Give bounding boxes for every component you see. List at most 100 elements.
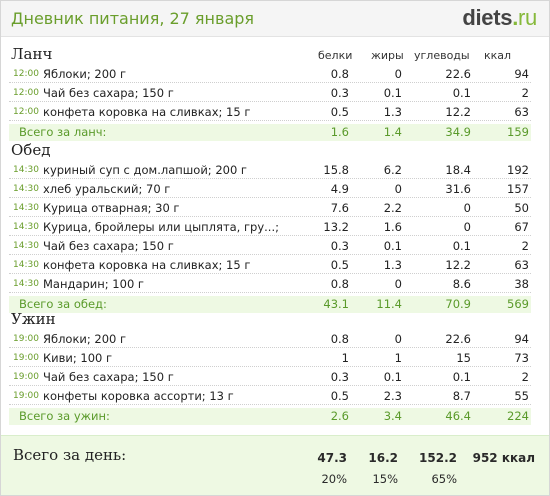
meal-total-carbs: 34.9 bbox=[445, 125, 471, 139]
food-carbs: 0.1 bbox=[452, 239, 471, 253]
food-name[interactable]: конфета коровка на сливках; 15 г bbox=[43, 105, 251, 119]
entry-time: 19:00 bbox=[13, 353, 39, 363]
food-row[interactable]: 12:00 Чай без сахара; 150 г 0.3 0.1 0.1 2 bbox=[9, 85, 531, 102]
meal-total-fat: 11.4 bbox=[376, 297, 402, 311]
food-protein: 0.3 bbox=[330, 86, 349, 100]
food-row[interactable]: 12:00 конфета коровка на сливках; 15 г 0.5… bbox=[9, 104, 531, 121]
food-kcal: 94 bbox=[514, 332, 529, 346]
day-total-panel: Всего за день: 47.3 16.2 152.2 952 ккал … bbox=[1, 435, 549, 495]
meal-total-label: Всего за ужин: bbox=[19, 409, 110, 423]
entry-time: 19:00 bbox=[13, 334, 39, 344]
food-name[interactable]: Чай без сахара; 150 г bbox=[43, 370, 174, 384]
food-carbs: 31.6 bbox=[445, 182, 471, 196]
day-protein-percent: 20% bbox=[321, 472, 347, 486]
day-total-kcal: 952 ккал bbox=[472, 451, 535, 465]
food-carbs: 8.6 bbox=[452, 277, 471, 291]
food-fat: 1.6 bbox=[383, 220, 402, 234]
meal-total-label: Всего за ланч: bbox=[19, 125, 107, 139]
meal-total-kcal: 569 bbox=[507, 297, 529, 311]
entry-time: 12:00 bbox=[13, 69, 39, 79]
logo-tld: ru bbox=[518, 5, 537, 30]
column-header-protein: белки bbox=[318, 49, 353, 62]
food-carbs: 0.1 bbox=[452, 86, 471, 100]
column-header-fat: жиры bbox=[371, 49, 404, 62]
diets-logo[interactable]: diets.ru bbox=[462, 5, 537, 31]
day-fat-percent: 15% bbox=[372, 472, 398, 486]
food-protein: 0.3 bbox=[330, 239, 349, 253]
food-kcal: 63 bbox=[514, 105, 529, 119]
meal-total-row: Всего за обед: 43.1 11.4 70.9 569 bbox=[9, 296, 531, 313]
food-row[interactable]: 12:00 Яблоки; 200 г 0.8 0 22.6 94 bbox=[9, 66, 531, 83]
food-kcal: 2 bbox=[521, 370, 529, 384]
food-row[interactable]: 14:30 Курица отварная; 30 г 7.6 2.2 0 50 bbox=[9, 200, 531, 217]
food-fat: 6.2 bbox=[383, 163, 402, 177]
food-name[interactable]: Мандарин; 100 г bbox=[43, 277, 144, 291]
food-row[interactable]: 14:30 Мандарин; 100 г 0.8 0 8.6 38 bbox=[9, 276, 531, 293]
food-name[interactable]: Чай без сахара; 150 г bbox=[43, 239, 174, 253]
food-fat: 2.3 bbox=[383, 389, 402, 403]
meal-total-fat: 1.4 bbox=[383, 125, 402, 139]
food-row[interactable]: 14:30 конфета коровка на сливках; 15 г 0.5… bbox=[9, 257, 531, 274]
food-row[interactable]: 14:30 Чай без сахара; 150 г 0.3 0.1 0.1 2 bbox=[9, 238, 531, 255]
food-kcal: 157 bbox=[507, 182, 529, 196]
food-fat: 1.3 bbox=[383, 105, 402, 119]
food-kcal: 63 bbox=[514, 258, 529, 272]
meal-total-carbs: 46.4 bbox=[445, 409, 471, 423]
day-total-carbs: 152.2 bbox=[419, 451, 457, 465]
food-protein: 0.5 bbox=[330, 105, 349, 119]
food-carbs: 12.2 bbox=[445, 258, 471, 272]
food-name[interactable]: конфета коровка на сливках; 15 г bbox=[43, 258, 251, 272]
food-name[interactable]: Курица, бройлеры или цыплята, гру...; 40… bbox=[43, 220, 283, 234]
food-name[interactable]: Яблоки; 200 г bbox=[43, 332, 127, 346]
food-protein: 0.5 bbox=[330, 258, 349, 272]
food-row[interactable]: 19:00 Яблоки; 200 г 0.8 0 22.6 94 bbox=[9, 331, 531, 348]
food-kcal: 2 bbox=[521, 86, 529, 100]
meal-total-kcal: 159 bbox=[507, 125, 529, 139]
food-carbs: 0 bbox=[463, 220, 471, 234]
food-row[interactable]: 19:00 конфеты коровка ассорти; 13 г 0.5 2.3… bbox=[9, 388, 531, 405]
food-fat: 0.1 bbox=[383, 239, 402, 253]
food-row[interactable]: 14:30 куриный суп с дом.лапшой; 200 г 15.8… bbox=[9, 162, 531, 179]
day-carbs-percent: 65% bbox=[431, 472, 457, 486]
entry-time: 19:00 bbox=[13, 391, 39, 401]
logo-dot: . bbox=[512, 5, 519, 30]
food-name[interactable]: Чай без сахара; 150 г bbox=[43, 86, 174, 100]
food-name[interactable]: куриный суп с дом.лапшой; 200 г bbox=[43, 163, 247, 177]
meal-total-protein: 43.1 bbox=[323, 297, 349, 311]
meal-total-label: Всего за обед: bbox=[19, 297, 107, 311]
food-row[interactable]: 19:00 Чай без сахара; 150 г 0.3 0.1 0.1 2 bbox=[9, 369, 531, 386]
meal-total-row: Всего за ланч: 1.6 1.4 34.9 159 bbox=[9, 124, 531, 141]
entry-time: 12:00 bbox=[13, 88, 39, 98]
food-protein: 0.3 bbox=[330, 370, 349, 384]
entry-time: 12:00 bbox=[13, 107, 39, 117]
food-fat: 0 bbox=[394, 332, 402, 346]
food-fat: 0.1 bbox=[383, 86, 402, 100]
food-name[interactable]: Киви; 100 г bbox=[43, 351, 113, 365]
food-kcal: 38 bbox=[514, 277, 529, 291]
entry-time: 14:30 bbox=[13, 279, 39, 289]
meal-title: Ланч bbox=[11, 45, 53, 63]
food-row[interactable]: 14:30 хлеб уральский; 70 г 4.9 0 31.6 157 bbox=[9, 181, 531, 198]
food-kcal: 73 bbox=[514, 351, 529, 365]
food-row[interactable]: 19:00 Киви; 100 г 1 1 15 73 bbox=[9, 350, 531, 367]
meal-total-protein: 1.6 bbox=[330, 125, 349, 139]
food-fat: 2.2 bbox=[383, 201, 402, 215]
food-protein: 15.8 bbox=[323, 163, 349, 177]
food-name[interactable]: Яблоки; 200 г bbox=[43, 67, 127, 81]
entry-time: 14:30 bbox=[13, 222, 39, 232]
entry-time: 19:00 bbox=[13, 372, 39, 382]
entry-time: 14:30 bbox=[13, 184, 39, 194]
food-name[interactable]: Курица отварная; 30 г bbox=[43, 201, 180, 215]
food-carbs: 12.2 bbox=[445, 105, 471, 119]
food-kcal: 94 bbox=[514, 67, 529, 81]
food-carbs: 18.4 bbox=[445, 163, 471, 177]
meal-total-protein: 2.6 bbox=[330, 409, 349, 423]
food-name[interactable]: хлеб уральский; 70 г bbox=[43, 182, 171, 196]
meal-total-fat: 3.4 bbox=[383, 409, 402, 423]
food-name[interactable]: конфеты коровка ассорти; 13 г bbox=[43, 389, 234, 403]
food-protein: 1 bbox=[341, 351, 349, 365]
food-carbs: 22.6 bbox=[445, 332, 471, 346]
meal-title: Ужин bbox=[11, 310, 56, 328]
food-row[interactable]: 14:30 Курица, бройлеры или цыплята, гру..… bbox=[9, 219, 531, 236]
